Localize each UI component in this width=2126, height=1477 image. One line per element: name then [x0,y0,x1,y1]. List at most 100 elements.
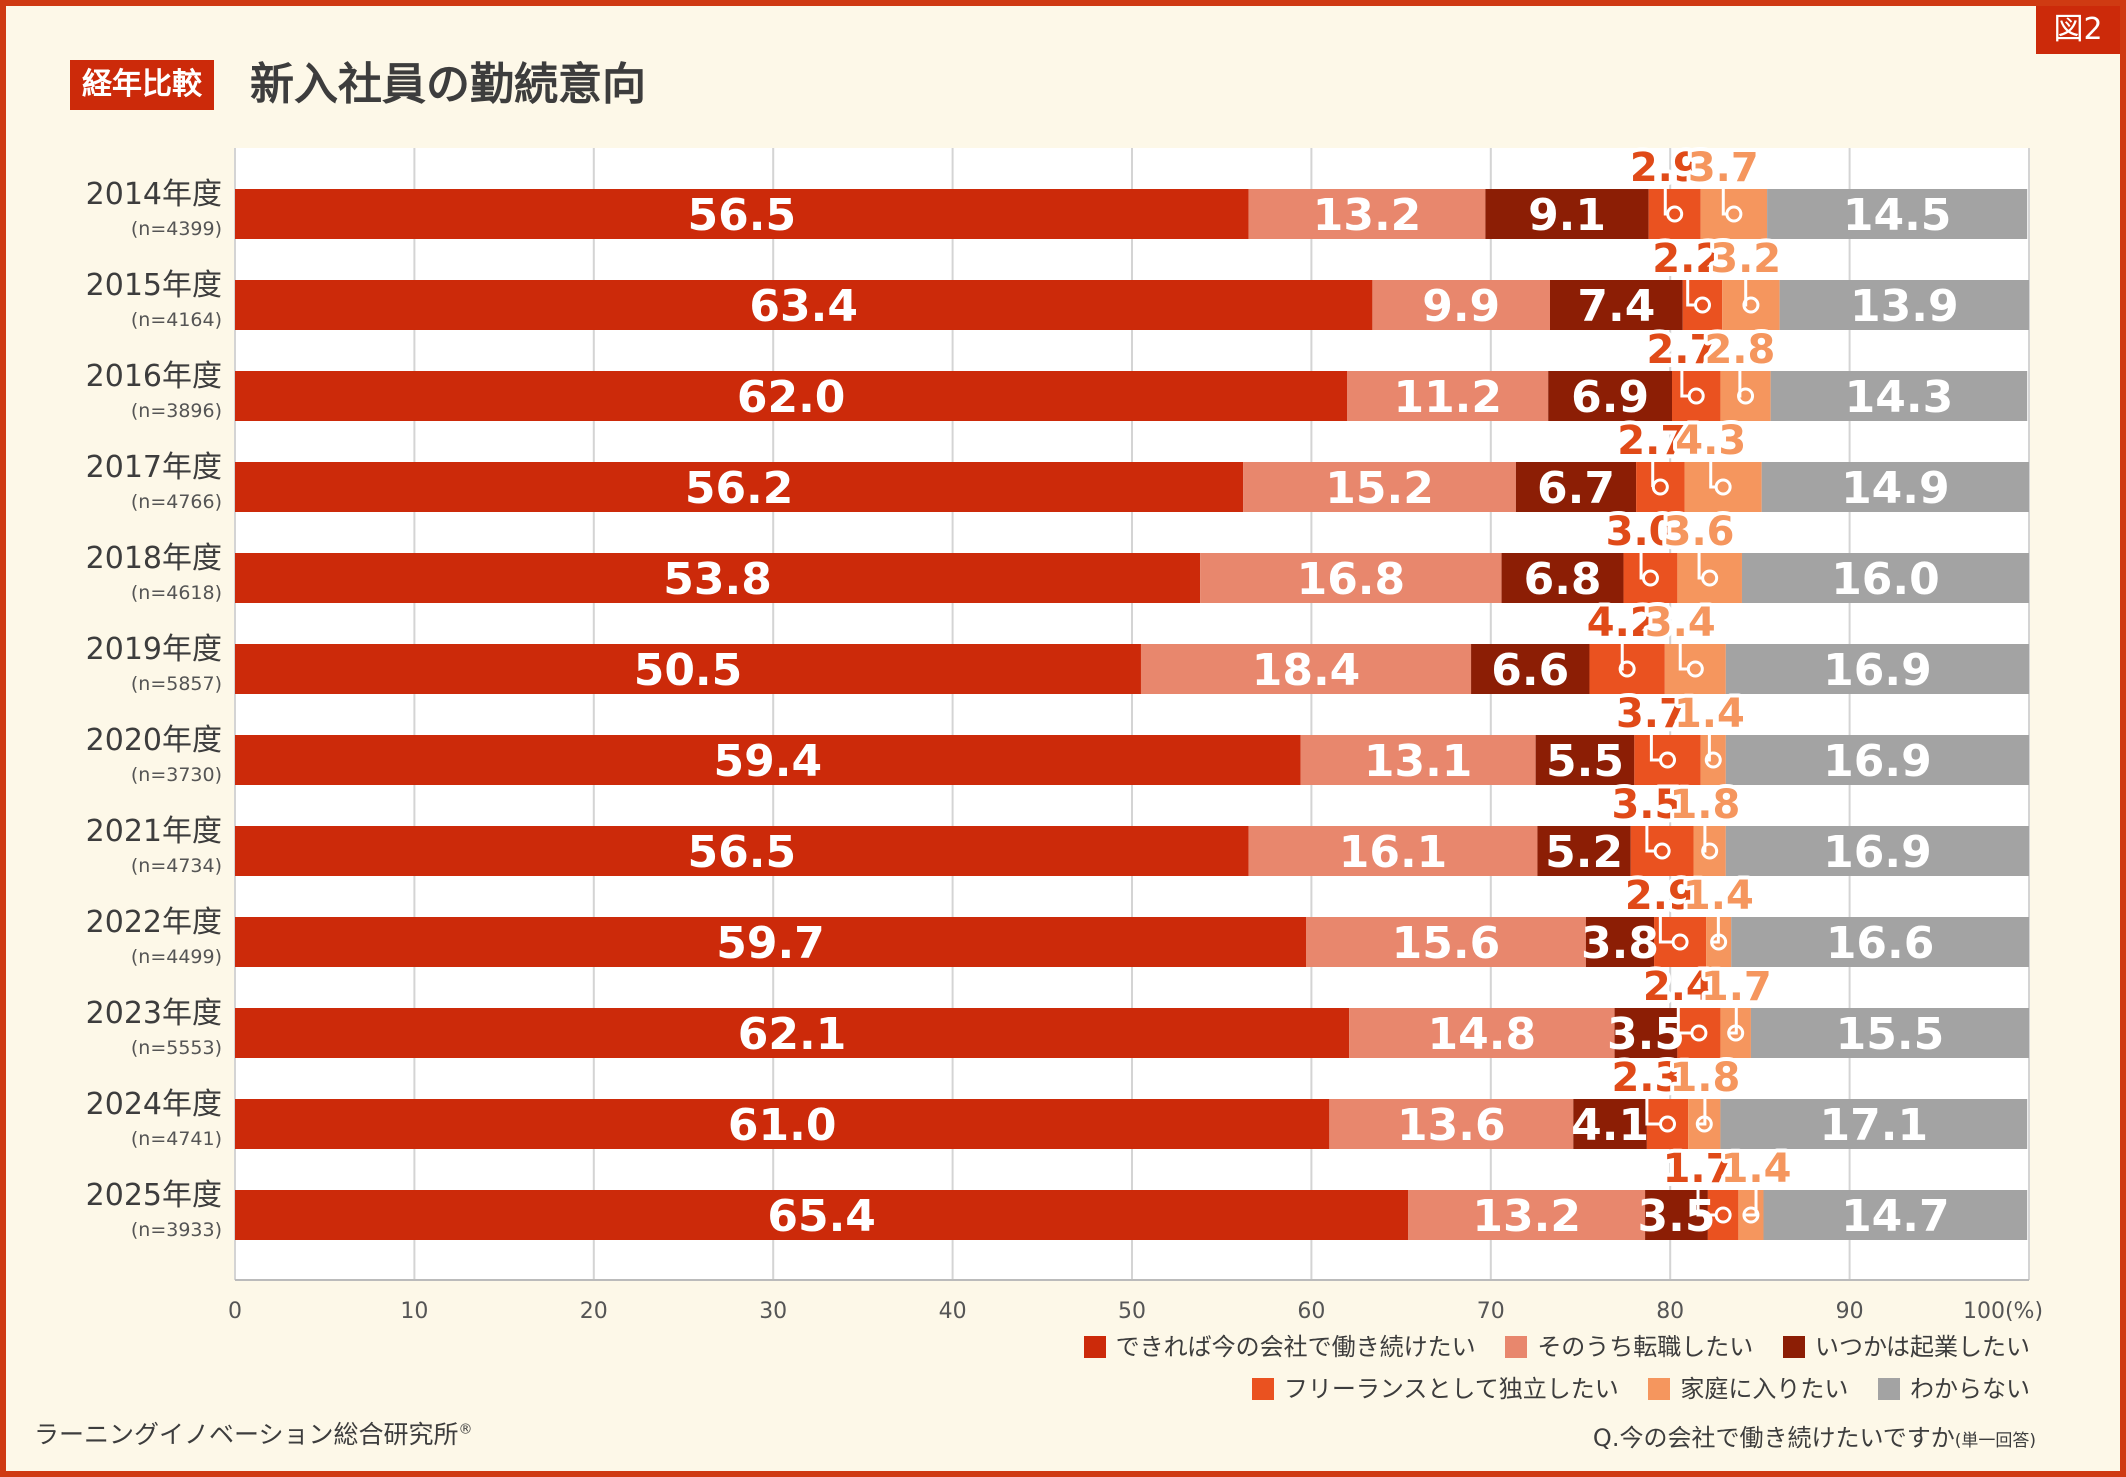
sample-size-label: (n=4734) [131,855,222,877]
leader-line [1696,1095,1707,1126]
data-label: 14.5 [1843,190,1952,241]
bar-segment [1243,462,1516,512]
bar-segment [235,1099,1330,1149]
bar-segment [235,280,1373,330]
bar-segment [235,917,1307,967]
sample-size-label: (n=4499) [131,946,222,968]
title-badge: 経年比較 [70,60,214,110]
data-label: 16.9 [1823,645,1932,696]
figure-number-badge: 図2 [2036,6,2120,54]
bar-segment [1741,553,2029,603]
bar-segment [1329,1099,1574,1149]
leader-dot [1714,1206,1732,1224]
leader-line [1645,1095,1660,1126]
leader-dot [1695,1115,1713,1133]
leader-dot [1737,387,1755,405]
leader-dot [1727,1024,1745,1042]
leader-dot [1666,205,1684,223]
bar-segment [1770,371,2028,421]
leader-dot [1686,660,1704,678]
sample-size-label: (n=5857) [131,673,222,695]
legend-swatch-unknown [1878,1378,1900,1400]
data-label: 4.1 [1571,1100,1649,1151]
legend-item-stay: できれば今の会社で働き続けたい [1083,1332,1476,1362]
legend-swatch-freelance [1251,1378,1274,1400]
data-label: 5.5 [1546,736,1624,787]
legend-label-stay: できれば今の会社で働き続けたい [1115,1333,1476,1361]
legend: できれば今の会社で働き続けたい そのうち転職したい いつかは起業したい フリーラ… [1062,1332,2030,1404]
data-label: 7.4 [1577,281,1655,332]
bar-segment [1550,280,1683,330]
callout-data-label: 2.2 [1652,236,1723,282]
legend-label-unknown: わからない [1910,1375,2030,1403]
sample-size-label: (n=4164) [131,309,222,331]
callout-data-label: 2.7 [1646,327,1717,373]
bar-segment [1471,644,1590,694]
bar-segment [1664,644,1726,694]
bar-segment [235,826,1249,876]
question-note: (単一回答) [1954,1431,2036,1451]
x-tick-label: 100(%) [1963,1299,2043,1324]
x-tick-label: 10 [400,1299,428,1324]
data-label: 6.6 [1491,645,1569,696]
data-label: 13.1 [1364,736,1473,787]
leader-line [1680,367,1689,398]
bar-segment [1501,553,1624,603]
leader-line [1696,1186,1716,1217]
bar-segment [235,371,1348,421]
data-label: 11.2 [1393,372,1502,423]
data-label: 61.0 [728,1100,837,1151]
bar-segment [1347,371,1549,421]
callout-data-label: 3.7 [1688,145,1759,191]
bar-segment [235,553,1201,603]
x-tick-label: 20 [580,1299,608,1324]
legend-item-freelance: フリーランスとして独立したい [1251,1374,1619,1404]
bar-segment [1671,371,1721,421]
bar-segment [1779,280,2029,330]
bar-segment [235,462,1244,512]
leader-dot [1651,478,1669,496]
data-label: 63.4 [749,281,858,332]
callout-data-label: 1.7 [1701,964,1772,1010]
data-label: 9.9 [1422,281,1500,332]
leader-dot [1701,569,1719,587]
bar-segment [235,189,1249,239]
data-label: 65.4 [767,1191,876,1242]
leader-line [1678,640,1688,671]
bar-segment [1306,917,1586,967]
data-label: 50.5 [634,645,743,696]
callout-data-label: 1.4 [1721,1146,1792,1192]
data-label: 18.4 [1252,645,1361,696]
bar-segment [1200,553,1502,603]
year-label: 2019年度 [86,632,222,667]
callout-data-label: 2.3 [1611,1055,1682,1101]
callout-data-label: 3.7 [1616,691,1687,737]
leader-line [1727,1004,1738,1035]
bar-segment [1349,1008,1615,1058]
callout-data-label: 2.8 [1704,327,1775,373]
leader-line [1709,458,1716,489]
year-label: 2023年度 [86,996,222,1031]
data-label: 56.2 [685,463,794,514]
bar-segment [1548,371,1672,421]
data-label: 16.9 [1823,827,1932,878]
legend-item-change-job: そのうち転職したい [1505,1332,1753,1362]
leader-dot [1710,933,1728,951]
sample-size-label: (n=4399) [131,218,222,240]
bar-segment [1537,826,1631,876]
bar-segment [1630,826,1694,876]
sample-size-label: (n=4766) [131,491,222,513]
leader-dot [1687,387,1705,405]
data-label: 5.2 [1545,827,1623,878]
bar-segment [1761,462,2029,512]
callout-data-label: 2.9 [1625,873,1696,919]
chart-title: 新入社員の勤続意向 [250,59,646,110]
bar-segment [1725,826,2029,876]
legend-item-home: 家庭に入りたい [1648,1374,1848,1404]
data-label: 15.6 [1392,918,1501,969]
bar-segment [1589,644,1665,694]
leader-dot [1653,842,1671,860]
leader-dot [1693,296,1711,314]
data-label: 16.1 [1339,827,1448,878]
legend-row-1: できれば今の会社で働き続けたい そのうち転職したい いつかは起業したい [1062,1332,2030,1362]
